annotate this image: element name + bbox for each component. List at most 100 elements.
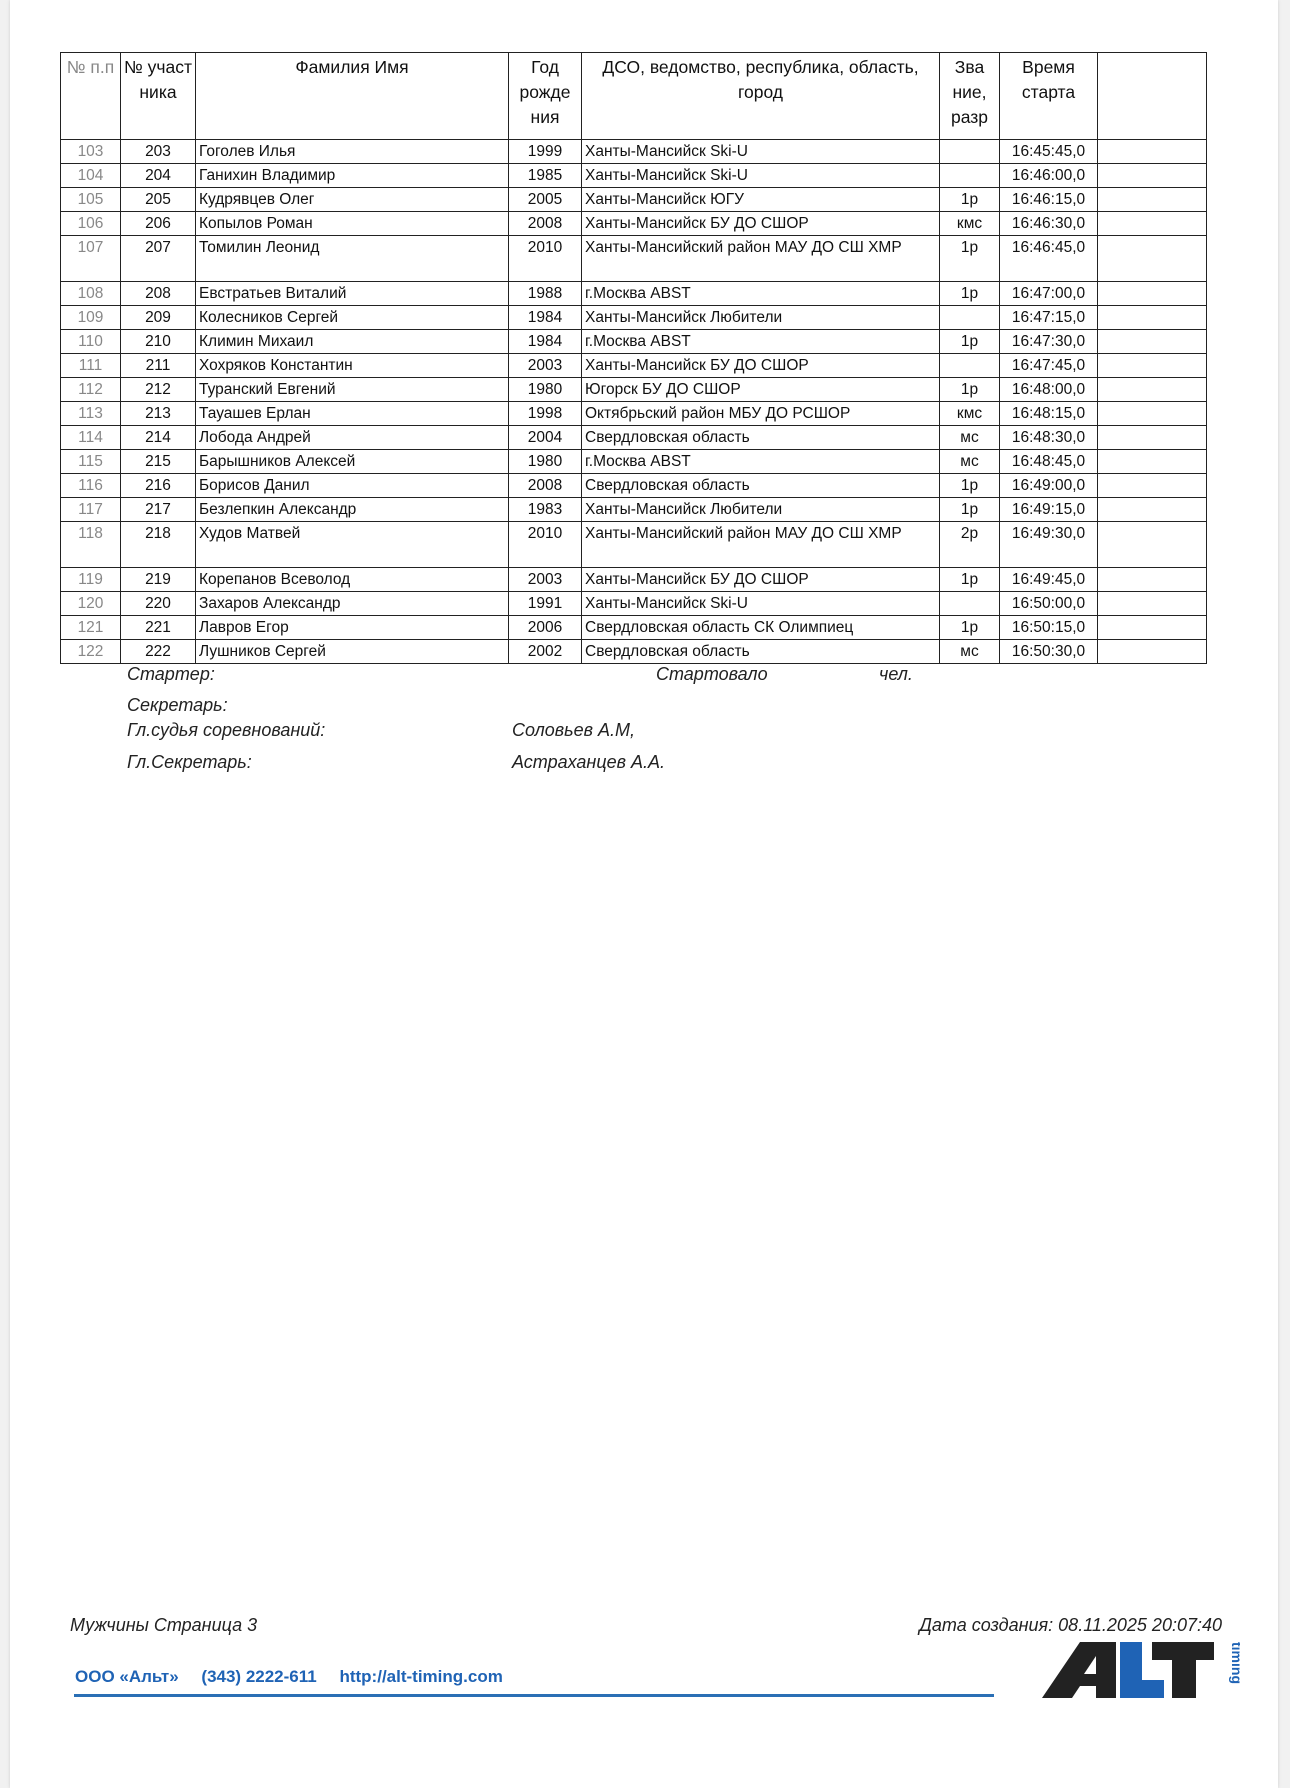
empty-cell bbox=[1097, 329, 1207, 354]
table-row: 118 218 Худов Матвей 2010 Ханты-Мансийский р… bbox=[60, 521, 1207, 568]
empty-cell bbox=[1097, 567, 1207, 592]
birth-year: 2008 bbox=[508, 473, 582, 498]
bib-number: 209 bbox=[120, 305, 196, 330]
chief-judge-name: Соловьев А.М, bbox=[512, 720, 636, 740]
table-row: 114 214 Лобода Андрей 2004 Свердловская обла… bbox=[60, 425, 1207, 450]
empty-cell bbox=[1097, 639, 1207, 664]
athlete-name: Лобода Андрей bbox=[195, 425, 509, 450]
birth-year: 1998 bbox=[508, 401, 582, 426]
birth-year: 2005 bbox=[508, 187, 582, 212]
empty-cell bbox=[1097, 187, 1207, 212]
club: Ханты-Мансийск БУ ДО СШОР bbox=[581, 353, 940, 378]
empty-cell bbox=[1097, 139, 1207, 164]
table-row: 120 220 Захаров Александр 1991 Ханты-Мансийс… bbox=[60, 591, 1207, 616]
row-number: 110 bbox=[60, 329, 121, 354]
footer-divider bbox=[74, 1694, 994, 1697]
club: Свердловская область bbox=[581, 425, 940, 450]
rank: 1р bbox=[939, 497, 1000, 522]
rank: 1р bbox=[939, 281, 1000, 306]
table-row: 104 204 Ганихин Владимир 1985 Ханты-Мансийск… bbox=[60, 163, 1207, 188]
header-name: Фамилия Имя bbox=[195, 52, 509, 140]
birth-year: 2002 bbox=[508, 639, 582, 664]
table-header-row: № п.п № участ ника Фамилия Имя Год рожде… bbox=[60, 52, 1207, 140]
rank: кмс bbox=[939, 211, 1000, 236]
company-website[interactable]: http://alt-timing.com bbox=[339, 1667, 503, 1686]
athlete-name: Туранский Евгений bbox=[195, 377, 509, 402]
header-year: Год рожде ния bbox=[508, 52, 582, 140]
started-label: Стартовало bbox=[656, 664, 768, 684]
row-number: 122 bbox=[60, 639, 121, 664]
empty-cell bbox=[1097, 401, 1207, 426]
rank bbox=[939, 591, 1000, 616]
row-number: 118 bbox=[60, 521, 121, 568]
empty-cell bbox=[1097, 449, 1207, 474]
table-row: 115 215 Барышников Алексей 1980 г.Москва ABS… bbox=[60, 449, 1207, 474]
table-row: 122 222 Лушников Сергей 2002 Свердловская об… bbox=[60, 639, 1207, 664]
start-time: 16:48:45,0 bbox=[999, 449, 1098, 474]
start-time: 16:47:15,0 bbox=[999, 305, 1098, 330]
athlete-name: Колесников Сергей bbox=[195, 305, 509, 330]
athlete-name: Тауашев Ерлан bbox=[195, 401, 509, 426]
header-rank: Зва ние, разр bbox=[939, 52, 1000, 140]
club: Ханты-Мансийск Ski-U bbox=[581, 591, 940, 616]
table-row: 103 203 Гоголев Илья 1999 Ханты-Мансийск Ski… bbox=[60, 139, 1207, 164]
secretary-label: Секретарь: bbox=[127, 695, 228, 715]
birth-year: 2008 bbox=[508, 211, 582, 236]
rank: кмс bbox=[939, 401, 1000, 426]
rank: мс bbox=[939, 425, 1000, 450]
birth-year: 1988 bbox=[508, 281, 582, 306]
empty-cell bbox=[1097, 521, 1207, 568]
people-label: чел. bbox=[879, 664, 913, 684]
club: г.Москва ABST bbox=[581, 281, 940, 306]
chief-secretary-label: Гл.Секретарь: bbox=[127, 752, 252, 772]
empty-cell bbox=[1097, 211, 1207, 236]
start-time: 16:50:00,0 bbox=[999, 591, 1098, 616]
athlete-name: Копылов Роман bbox=[195, 211, 509, 236]
rank bbox=[939, 305, 1000, 330]
club: Ханты-Мансийск Ski-U bbox=[581, 163, 940, 188]
bib-number: 210 bbox=[120, 329, 196, 354]
starter-label: Стартер: bbox=[127, 664, 215, 684]
row-number: 107 bbox=[60, 235, 121, 282]
start-time: 16:46:00,0 bbox=[999, 163, 1098, 188]
row-number: 106 bbox=[60, 211, 121, 236]
athlete-name: Хохряков Константин bbox=[195, 353, 509, 378]
athlete-name: Гоголев Илья bbox=[195, 139, 509, 164]
birth-year: 1980 bbox=[508, 377, 582, 402]
birth-year: 1980 bbox=[508, 449, 582, 474]
page-label: Мужчины Страница 3 bbox=[70, 1615, 258, 1635]
club: Ханты-Мансийский район МАУ ДО СШ ХМР bbox=[581, 521, 940, 568]
header-club: ДСО, ведомство, республика, область, гор… bbox=[581, 52, 940, 140]
row-number: 103 bbox=[60, 139, 121, 164]
empty-cell bbox=[1097, 591, 1207, 616]
athlete-name: Евстратьев Виталий bbox=[195, 281, 509, 306]
row-number: 113 bbox=[60, 401, 121, 426]
start-time: 16:48:30,0 bbox=[999, 425, 1098, 450]
start-time: 16:49:15,0 bbox=[999, 497, 1098, 522]
table-row: 106 206 Копылов Роман 2008 Ханты-Мансийск БУ… bbox=[60, 211, 1207, 236]
bib-number: 214 bbox=[120, 425, 196, 450]
athlete-name: Лавров Егор bbox=[195, 615, 509, 640]
table-row: 121 221 Лавров Егор 2006 Свердловская област… bbox=[60, 615, 1207, 640]
athlete-name: Барышников Алексей bbox=[195, 449, 509, 474]
empty-cell bbox=[1097, 615, 1207, 640]
athlete-name: Томилин Леонид bbox=[195, 235, 509, 282]
club: Свердловская область bbox=[581, 473, 940, 498]
club: г.Москва ABST bbox=[581, 449, 940, 474]
table-row: 112 212 Туранский Евгений 1980 Югорск БУ ДО … bbox=[60, 377, 1207, 402]
start-time: 16:46:45,0 bbox=[999, 235, 1098, 282]
birth-year: 1999 bbox=[508, 139, 582, 164]
header-empty bbox=[1097, 52, 1207, 140]
start-time: 16:47:45,0 bbox=[999, 353, 1098, 378]
empty-cell bbox=[1097, 425, 1207, 450]
empty-cell bbox=[1097, 281, 1207, 306]
row-number: 112 bbox=[60, 377, 121, 402]
table-row: 117 217 Безлепкин Александр 1983 Ханты-Манси… bbox=[60, 497, 1207, 522]
club: г.Москва ABST bbox=[581, 329, 940, 354]
rank: 1р bbox=[939, 329, 1000, 354]
chief-judge-label: Гл.судья соревнований: bbox=[127, 720, 326, 740]
header-start-time: Время старта bbox=[999, 52, 1098, 140]
empty-cell bbox=[1097, 377, 1207, 402]
athlete-name: Борисов Данил bbox=[195, 473, 509, 498]
empty-cell bbox=[1097, 497, 1207, 522]
